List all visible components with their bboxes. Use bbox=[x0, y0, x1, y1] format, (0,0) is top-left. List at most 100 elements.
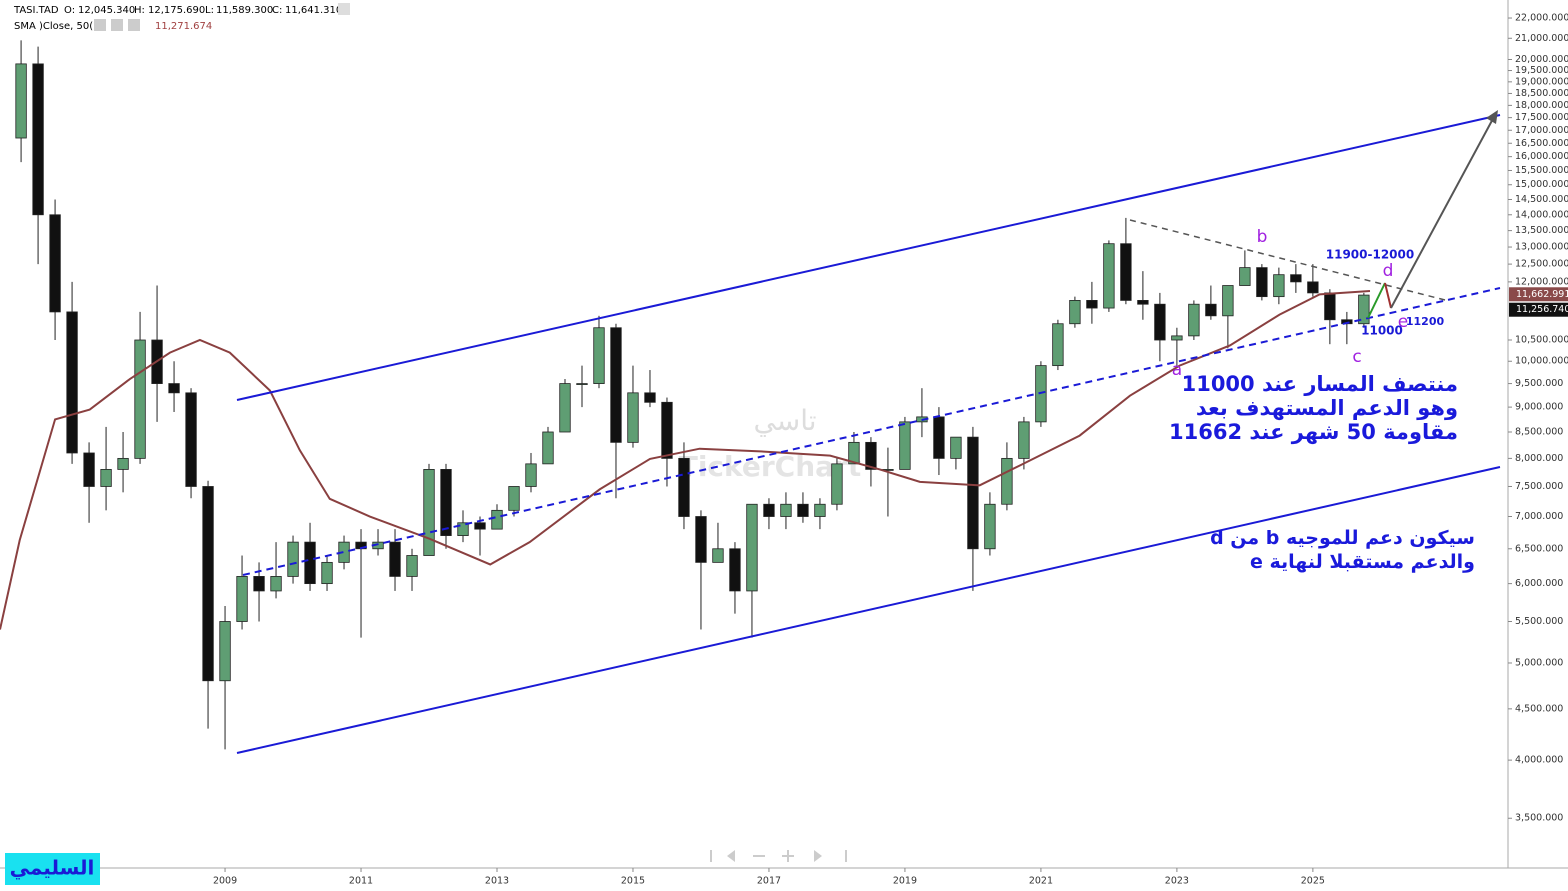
ohlc-value: 11,641.310 bbox=[285, 5, 342, 16]
candle-body bbox=[253, 576, 265, 592]
ohlc-value: 12,175.690 bbox=[148, 5, 205, 16]
candle-body bbox=[576, 383, 588, 385]
candle-body bbox=[1018, 421, 1030, 459]
note-line: سيكون دعم للموجيه b من d bbox=[1210, 527, 1475, 549]
nav-start[interactable] bbox=[710, 850, 712, 862]
wave-label: c bbox=[1352, 347, 1361, 367]
candle-body bbox=[1239, 267, 1251, 286]
y-tick-label: 4,500.000 bbox=[1515, 703, 1563, 714]
y-tick-label: 8,500.000 bbox=[1515, 426, 1563, 437]
ohlc-label: L: bbox=[205, 5, 214, 16]
y-tick-label: 15,000.000 bbox=[1515, 179, 1568, 190]
candle-body bbox=[508, 486, 520, 511]
candle-body bbox=[525, 463, 537, 487]
candle-body bbox=[1205, 303, 1217, 317]
x-tick-label: 2017 bbox=[757, 876, 781, 887]
y-tick-label: 19,500.000 bbox=[1515, 65, 1568, 76]
y-tick-label: 7,000.000 bbox=[1515, 511, 1563, 522]
candle-body bbox=[746, 503, 758, 592]
level-label: 11900-12000 bbox=[1326, 248, 1414, 262]
nav-left[interactable] bbox=[727, 850, 735, 862]
candle-body bbox=[1069, 300, 1081, 325]
ohlc-value: 12,045.340 bbox=[78, 5, 135, 16]
ohlc-label: C: bbox=[272, 5, 282, 16]
candle-body bbox=[984, 503, 996, 550]
y-tick-label: 21,000.000 bbox=[1515, 33, 1568, 44]
x-tick-label: 2025 bbox=[1301, 876, 1325, 887]
candle-body bbox=[219, 621, 231, 682]
x-tick-label: 2021 bbox=[1029, 876, 1053, 887]
candle-body bbox=[304, 541, 316, 585]
x-tick-label: 2013 bbox=[485, 876, 509, 887]
nav-end[interactable] bbox=[845, 850, 847, 862]
close-icon[interactable] bbox=[128, 19, 140, 31]
candle-body bbox=[406, 555, 418, 577]
y-tick-label: 3,500.000 bbox=[1515, 813, 1563, 824]
wave-down bbox=[1384, 282, 1392, 309]
candle-body bbox=[661, 401, 673, 459]
menu-icon[interactable] bbox=[338, 3, 350, 15]
candle-body bbox=[100, 469, 112, 487]
candle-body bbox=[1171, 335, 1183, 341]
candle-body bbox=[780, 503, 792, 517]
nav-right[interactable] bbox=[814, 850, 822, 862]
candle-body bbox=[763, 503, 775, 517]
author-box bbox=[5, 853, 100, 885]
candle-body bbox=[1290, 274, 1302, 283]
candle-body bbox=[1256, 267, 1268, 298]
level-label: 11000 bbox=[1361, 324, 1403, 338]
wave-label: b bbox=[1257, 227, 1268, 247]
wave-label: a bbox=[1172, 360, 1182, 380]
y-tick-label: 4,000.000 bbox=[1515, 755, 1563, 766]
candle-body bbox=[49, 214, 61, 313]
x-tick-label: 2015 bbox=[621, 876, 645, 887]
candle-body bbox=[134, 339, 146, 459]
candle-body bbox=[848, 441, 860, 465]
candle-body bbox=[83, 452, 95, 487]
candle-body bbox=[899, 421, 911, 470]
x-tick-label: 2023 bbox=[1165, 876, 1189, 887]
y-tick-label: 19,000.000 bbox=[1515, 76, 1568, 87]
x-tick-label: 2019 bbox=[893, 876, 917, 887]
target-arrow bbox=[1390, 114, 1496, 309]
candle-body bbox=[1086, 300, 1098, 309]
candle-body bbox=[1137, 300, 1149, 305]
note: منتصف المسار عند 11000 وهو الدعم المستهد… bbox=[1169, 372, 1458, 444]
y-tick-label: 17,500.000 bbox=[1515, 112, 1568, 123]
nav-zoom-out[interactable] bbox=[753, 855, 765, 857]
y-tick-label: 18,000.000 bbox=[1515, 100, 1568, 111]
candle-body bbox=[1222, 285, 1234, 317]
candle-body bbox=[117, 457, 129, 470]
candle-body bbox=[457, 522, 469, 536]
y-tick-label: 12,500.000 bbox=[1515, 259, 1568, 270]
settings-icon[interactable] bbox=[111, 19, 123, 31]
y-tick-label: 9,500.000 bbox=[1515, 378, 1563, 389]
candle-body bbox=[185, 392, 197, 487]
candle-body bbox=[1188, 303, 1200, 337]
channel-mid bbox=[242, 287, 1501, 576]
visibility-icon[interactable] bbox=[94, 19, 106, 31]
y-tick-label: 14,500.000 bbox=[1515, 194, 1568, 205]
candle-body bbox=[1358, 294, 1370, 325]
candle-body bbox=[627, 392, 639, 443]
candle-body bbox=[695, 516, 707, 563]
arrow-head bbox=[1486, 110, 1498, 124]
y-tick-label: 6,500.000 bbox=[1515, 543, 1563, 554]
nav-zoom-in-v bbox=[787, 850, 789, 862]
note-line: منتصف المسار عند 11000 bbox=[1181, 372, 1458, 396]
candle-body bbox=[644, 392, 656, 403]
candle-body bbox=[1001, 457, 1013, 505]
author: السليمي bbox=[10, 856, 95, 881]
y-tick-label: 8,000.000 bbox=[1515, 453, 1563, 464]
candle-body bbox=[865, 441, 877, 470]
candle-body bbox=[1307, 281, 1319, 294]
candle-body bbox=[797, 503, 809, 517]
symbol: TASI.TAD bbox=[13, 5, 59, 16]
candle-body bbox=[1120, 243, 1132, 301]
channel-bottom bbox=[236, 466, 1501, 754]
candle-body bbox=[831, 463, 843, 505]
y-tick-label: 13,000.000 bbox=[1515, 242, 1568, 253]
y-tick-label: 10,500.000 bbox=[1515, 335, 1568, 346]
